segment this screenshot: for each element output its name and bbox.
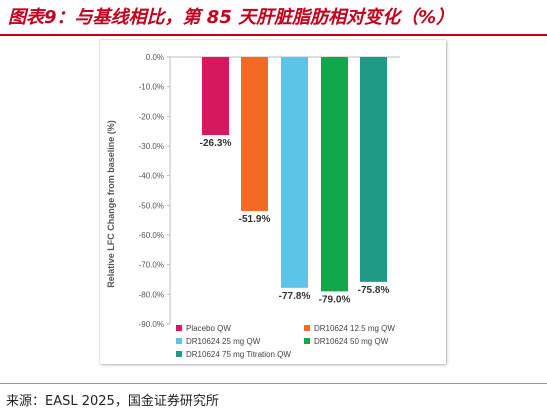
legend-label-5: DR10624 75 mg Titration QW bbox=[186, 350, 291, 359]
y-tick-label: 0.0% bbox=[146, 53, 164, 62]
data-label-4: -79.0% bbox=[319, 294, 351, 305]
bar-5 bbox=[360, 57, 387, 282]
bar-3 bbox=[281, 57, 308, 288]
legend-swatch-2 bbox=[304, 325, 310, 331]
legend-label-4: DR10624 50 mg QW bbox=[314, 337, 389, 346]
legend-label-3: DR10624 25 mg QW bbox=[186, 337, 261, 346]
y-tick-label: -80.0% bbox=[139, 290, 164, 299]
y-tick-label: -20.0% bbox=[139, 112, 164, 121]
y-tick-label: -10.0% bbox=[139, 83, 164, 92]
legend-swatch-5 bbox=[176, 351, 182, 357]
y-tick-label: -60.0% bbox=[139, 231, 164, 240]
data-label-3: -77.8% bbox=[279, 291, 311, 302]
data-label-1: -26.3% bbox=[200, 138, 232, 149]
title-divider bbox=[0, 34, 547, 36]
legend-swatch-1 bbox=[176, 325, 182, 331]
bar-1 bbox=[202, 57, 229, 136]
bar-chart: 0.0% -10.0% -20.0% -30.0% -40.0% -50.0% -60.0%… bbox=[106, 53, 400, 359]
chart-panel: 0.0% -10.0% -20.0% -30.0% -40.0% -50.0% -60.0%… bbox=[100, 40, 446, 364]
bar-4 bbox=[321, 57, 348, 292]
y-tick-label: -90.0% bbox=[139, 320, 164, 329]
source-note: 来源：EASL 2025，国金证券研究所 bbox=[6, 394, 219, 409]
legend-label-2: DR10624 12.5 mg QW bbox=[314, 324, 395, 333]
legend-swatch-3 bbox=[176, 338, 182, 344]
data-label-2: -51.9% bbox=[239, 214, 271, 225]
y-tick-label: -40.0% bbox=[139, 172, 164, 181]
legend-label-1: Placebo QW bbox=[186, 324, 231, 333]
data-label-5: -75.8% bbox=[358, 285, 390, 296]
bar-2 bbox=[241, 57, 268, 211]
figure-title: 图表9：与基线相比，第 85 天肝脏脂肪相对变化（%） bbox=[8, 7, 455, 28]
y-tick-label: -70.0% bbox=[139, 261, 164, 270]
y-tick-label: -30.0% bbox=[139, 142, 164, 151]
y-axis-label: Relative LFC Change from baseline (%) bbox=[106, 120, 116, 288]
y-tick-label: -50.0% bbox=[139, 201, 164, 210]
legend-swatch-4 bbox=[304, 338, 310, 344]
footer-divider bbox=[0, 383, 547, 384]
